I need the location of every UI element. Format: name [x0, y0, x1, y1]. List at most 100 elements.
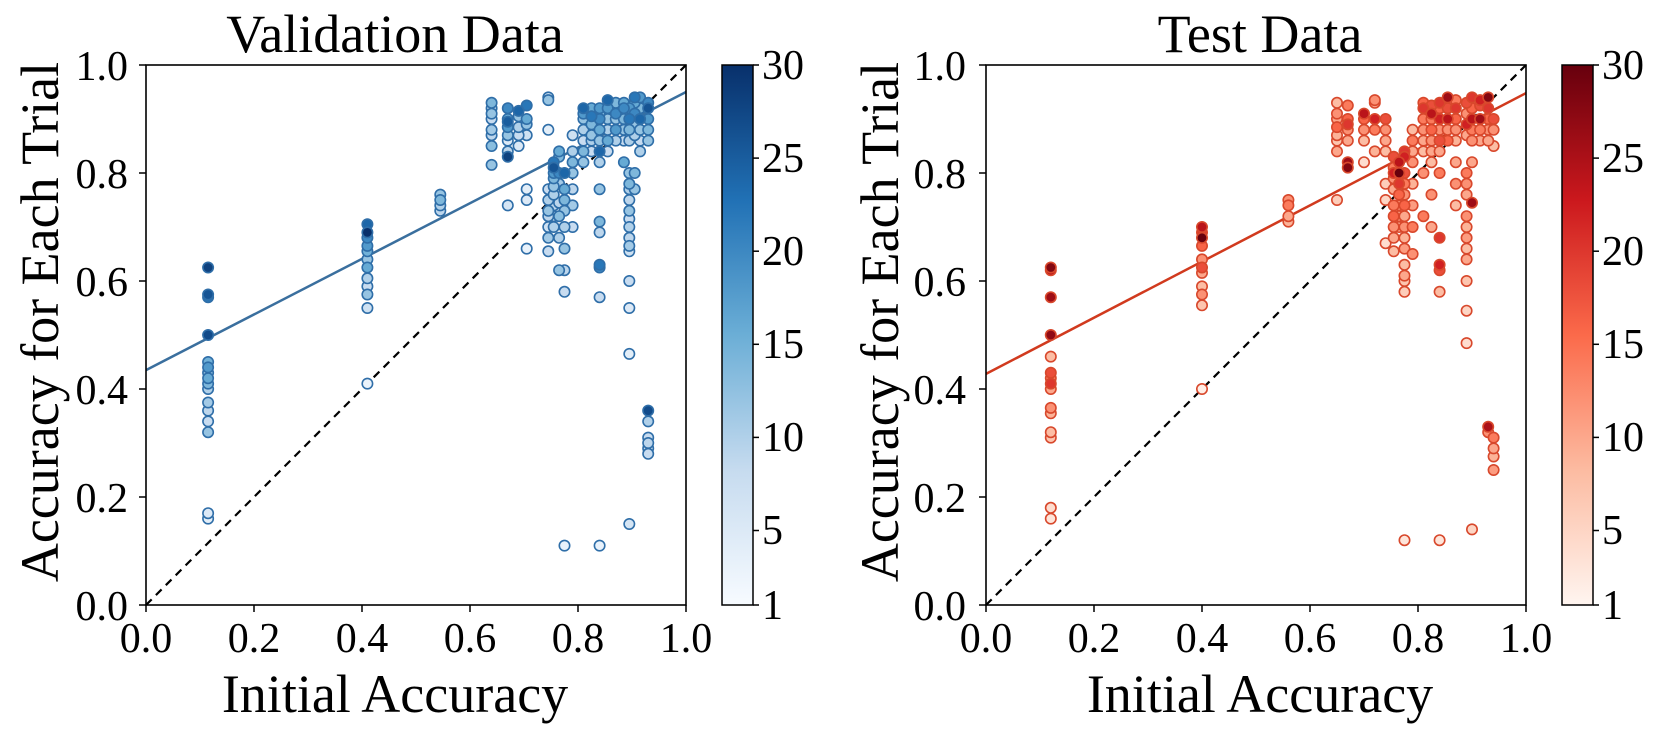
- data-point: [1379, 113, 1392, 126]
- data-point: [1425, 107, 1438, 120]
- panel-validation: Validation Data Accuracy for Each Trial …: [10, 4, 804, 724]
- data-point: [1482, 134, 1495, 147]
- data-point: [623, 517, 636, 530]
- y-axis-label: Accuracy for Each Trial: [850, 62, 910, 582]
- data-point: [1482, 102, 1495, 115]
- data-point: [553, 231, 566, 244]
- data-point: [609, 107, 622, 120]
- data-point: [1387, 199, 1400, 212]
- colorbar-tick-label: 30: [762, 43, 804, 89]
- data-point: [566, 156, 579, 169]
- data-point: [577, 102, 590, 115]
- data-point: [1460, 210, 1473, 223]
- data-point: [1487, 442, 1500, 455]
- data-point: [1460, 253, 1473, 266]
- data-point: [623, 274, 636, 287]
- data-point: [202, 415, 215, 428]
- colorbar-ticks: 1 5 10 15 20 25 30: [753, 43, 804, 629]
- colorbar-tick-label: 30: [1602, 43, 1644, 89]
- colorbar-ticks: 1 5 10 15 20 25 30: [1593, 43, 1644, 629]
- data-point: [1358, 123, 1371, 136]
- data-point: [623, 194, 636, 207]
- data-point: [593, 539, 606, 552]
- data-point: [1331, 194, 1344, 207]
- data-point: [361, 272, 374, 285]
- data-point: [1398, 199, 1411, 212]
- data-point: [361, 288, 374, 301]
- data-point: [512, 140, 525, 153]
- data-point: [520, 183, 533, 196]
- x-tick-label: 0.8: [1392, 616, 1445, 662]
- data-point: [1433, 285, 1446, 298]
- data-point: [1425, 221, 1438, 234]
- data-point: [634, 145, 647, 158]
- data-point: [1460, 221, 1473, 234]
- x-axis-label: Initial Accuracy: [222, 664, 568, 724]
- data-point: [1466, 134, 1479, 147]
- x-tick-label: 0.0: [120, 616, 173, 662]
- y-tick-label: 0.0: [76, 584, 129, 630]
- data-point: [1406, 134, 1419, 147]
- data-point: [642, 447, 655, 460]
- data-point: [542, 94, 555, 107]
- colorbar-tick-label: 25: [1602, 136, 1644, 182]
- data-point: [1449, 177, 1462, 190]
- data-point: [1044, 366, 1057, 379]
- colorbar: [721, 64, 754, 606]
- data-point: [1433, 134, 1446, 147]
- data-point: [593, 145, 606, 158]
- data-point: [577, 145, 590, 158]
- data-point: [558, 242, 571, 255]
- data-point: [628, 167, 641, 180]
- data-point: [1460, 274, 1473, 287]
- x-tick-label: 0.4: [1176, 616, 1229, 662]
- colorbar-tick-label: 15: [762, 322, 804, 368]
- data-point: [542, 231, 555, 244]
- data-point: [1341, 161, 1354, 174]
- data-point: [1387, 221, 1400, 234]
- data-point: [1487, 463, 1500, 476]
- data-point: [617, 102, 630, 115]
- data-point: [1406, 123, 1419, 136]
- plot-area: [979, 64, 1527, 612]
- data-point: [1387, 245, 1400, 258]
- data-point: [634, 113, 647, 126]
- data-point: [1196, 382, 1209, 395]
- x-tick-label: 0.2: [228, 616, 281, 662]
- data-point: [1466, 196, 1479, 209]
- axes-frame: [985, 64, 1527, 606]
- colorbar-tick-label: 25: [762, 136, 804, 182]
- data-point: [1433, 96, 1446, 109]
- data-point: [520, 99, 533, 112]
- data-point: [593, 183, 606, 196]
- data-point: [558, 539, 571, 552]
- data-point: [202, 396, 215, 409]
- data-point: [1474, 123, 1487, 136]
- data-point: [1417, 167, 1430, 180]
- data-point: [642, 404, 655, 417]
- chart-title: Test Data: [1158, 4, 1363, 64]
- data-point: [512, 104, 525, 117]
- data-point: [1379, 194, 1392, 207]
- data-point: [1393, 188, 1406, 201]
- data-point: [1368, 113, 1381, 126]
- data-point: [1196, 299, 1209, 312]
- data-point: [609, 123, 622, 136]
- y-tick-label: 0.8: [914, 152, 967, 198]
- data-point: [1487, 113, 1500, 126]
- data-point: [1368, 145, 1381, 158]
- data-point: [542, 245, 555, 258]
- data-point: [628, 91, 641, 104]
- data-point: [1460, 177, 1473, 190]
- data-point: [1044, 401, 1057, 414]
- data-point: [1358, 134, 1371, 147]
- data-point: [1482, 91, 1495, 104]
- data-point: [1406, 221, 1419, 234]
- data-point: [1449, 102, 1462, 115]
- data-point: [485, 140, 498, 153]
- data-point: [485, 158, 498, 171]
- data-point: [642, 436, 655, 449]
- data-point: [1393, 156, 1406, 169]
- chart-title: Validation Data: [226, 4, 563, 64]
- data-point: [642, 102, 655, 115]
